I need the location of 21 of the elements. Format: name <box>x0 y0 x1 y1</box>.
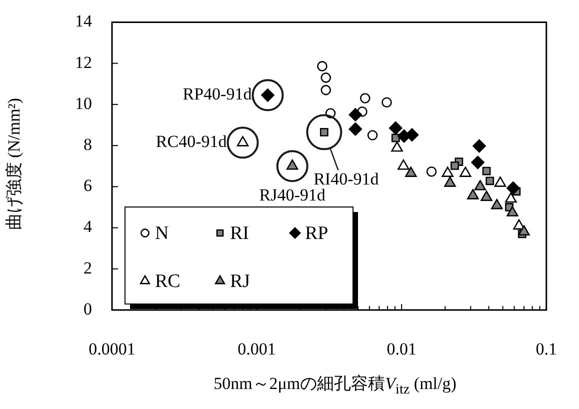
y-tick-label: 12 <box>75 52 92 72</box>
y-tick-label: 4 <box>84 217 92 236</box>
y-tick-label: 6 <box>84 176 92 196</box>
legend-label: N <box>155 222 169 244</box>
x-axis-title: 50nm～2μmの細孔容積V$_{itz}$ (ml/g) <box>212 373 458 398</box>
x-tick-label: 0.0001 <box>88 340 136 359</box>
annotation: RC40-91d <box>156 132 228 152</box>
y-axis-title: 曲げ強度 (N/mm²) <box>4 98 24 230</box>
legend-label: RC <box>155 270 180 292</box>
y-tick-label: 10 <box>75 94 92 113</box>
x-tick-label: 0.1 <box>536 340 557 359</box>
legend-label: RP <box>305 222 328 244</box>
y-tick-label: 0 <box>84 299 92 318</box>
x-tick-label: 0.01 <box>386 340 416 359</box>
y-tick-label: 2 <box>84 258 92 278</box>
y-tick-label: 8 <box>84 135 92 154</box>
y-tick-label: 14 <box>75 12 92 31</box>
annotation: RP40-91d <box>182 84 252 104</box>
legend-label: RI <box>230 222 249 244</box>
x-tick-label: 0.001 <box>238 340 276 359</box>
legend-label: RJ <box>230 270 250 292</box>
